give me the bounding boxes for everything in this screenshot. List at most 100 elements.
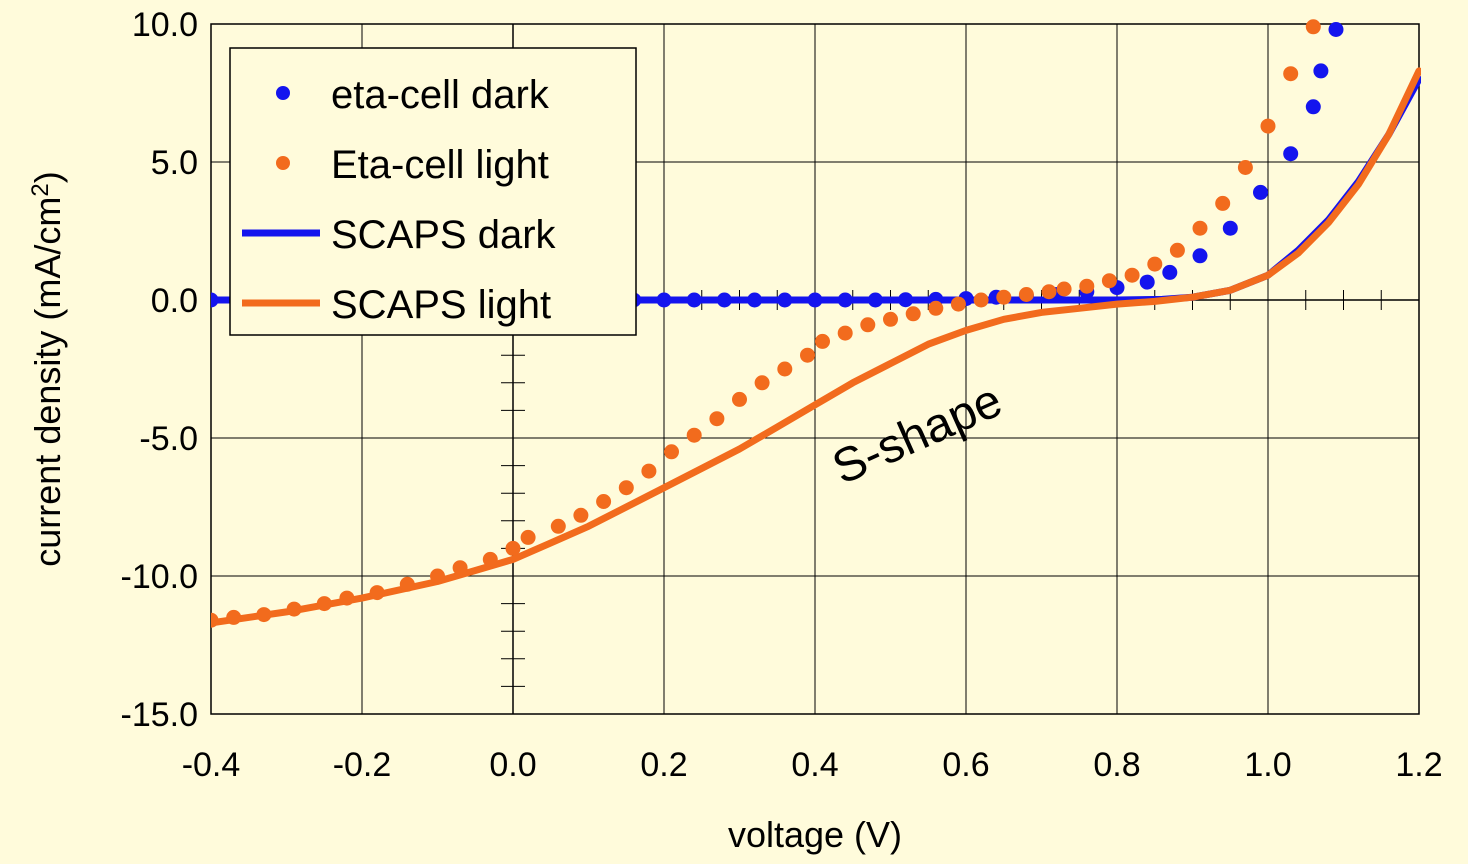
y-axis-title-end: )	[27, 171, 68, 183]
x-tick-label: -0.2	[333, 746, 392, 784]
data-point-eta-cell-light	[709, 411, 725, 427]
x-tick-label: 0.0	[489, 746, 536, 784]
x-tick-label: 0.6	[942, 746, 989, 784]
data-point-eta-cell-light	[520, 529, 536, 545]
data-point-eta-cell-light	[837, 325, 853, 341]
data-point-eta-cell-light	[905, 306, 921, 322]
data-point-eta-cell-dark	[807, 292, 823, 308]
legend-label-scaps-dark: SCAPS dark	[331, 213, 557, 257]
legend-marker-eta-cell-light	[276, 156, 290, 170]
data-point-eta-cell-light	[800, 347, 815, 363]
y-axis-title-main: current density (mA/cm	[27, 197, 68, 567]
series-line-scaps-light	[211, 67, 1421, 627]
data-point-eta-cell-dark	[1313, 63, 1329, 79]
data-point-eta-cell-light	[573, 507, 589, 523]
x-tick-label: -0.4	[182, 746, 241, 784]
data-point-eta-cell-light	[286, 601, 302, 617]
data-point-eta-cell-light	[1147, 256, 1163, 272]
data-point-eta-cell-dark	[777, 292, 793, 308]
legend-box	[229, 47, 637, 336]
data-point-eta-cell-dark	[686, 292, 702, 308]
data-point-eta-cell-light	[996, 289, 1012, 305]
data-point-eta-cell-dark	[837, 292, 853, 308]
data-point-eta-cell-light	[550, 518, 566, 534]
data-point-eta-cell-light	[1283, 66, 1299, 82]
y-axis-title: current density (mA/cm2)	[27, 171, 68, 566]
x-tick-label: 1.0	[1244, 746, 1291, 784]
data-point-eta-cell-dark	[898, 292, 914, 308]
data-point-eta-cell-light	[1079, 278, 1095, 294]
x-tick-label: 0.4	[791, 746, 838, 784]
data-point-eta-cell-light	[686, 427, 702, 443]
data-point-eta-cell-light	[399, 576, 415, 592]
data-point-eta-cell-light	[1056, 281, 1072, 297]
y-tick-label: 10.0	[132, 6, 198, 44]
x-tick-label: 0.2	[640, 746, 687, 784]
data-point-eta-cell-dark	[747, 292, 763, 308]
data-point-eta-cell-light	[1041, 284, 1057, 300]
data-point-eta-cell-light	[1237, 160, 1253, 175]
data-point-eta-cell-dark	[1139, 274, 1155, 290]
data-point-eta-cell-dark	[1283, 146, 1299, 162]
data-point-eta-cell-dark	[656, 292, 672, 308]
data-point-eta-cell-light	[815, 333, 830, 349]
data-point-eta-cell-light	[430, 568, 445, 584]
data-point-eta-cell-light	[1260, 118, 1276, 134]
data-point-eta-cell-light	[928, 300, 944, 316]
y-tick-label: -10.0	[121, 558, 199, 596]
data-point-eta-cell-dark	[211, 292, 219, 308]
data-point-eta-cell-dark	[1253, 184, 1268, 200]
data-point-eta-cell-light	[664, 444, 679, 460]
data-point-eta-cell-light	[369, 585, 385, 601]
data-point-eta-cell-light	[1169, 242, 1185, 258]
y-tick-label: 0.0	[151, 282, 198, 320]
data-point-eta-cell-dark	[867, 292, 883, 308]
data-point-eta-cell-light	[505, 540, 521, 556]
data-point-eta-cell-light	[777, 361, 793, 377]
data-point-eta-cell-light	[256, 607, 272, 623]
x-tick-label: 0.8	[1093, 746, 1140, 784]
data-point-eta-cell-light	[1101, 273, 1117, 289]
y-tick-label: -15.0	[121, 696, 199, 734]
data-point-eta-cell-light	[1018, 287, 1034, 302]
data-point-eta-cell-light	[226, 609, 242, 625]
data-point-eta-cell-light	[883, 311, 898, 327]
axes: -0.4 -0.2 0.0 0.2 0.4 0.6 0.8 1.0 1.2 10.0 5.0 0.0 -…	[121, 6, 1443, 784]
data-point-eta-cell-light	[452, 560, 468, 576]
data-point-eta-cell-dark	[1305, 99, 1321, 115]
data-point-eta-cell-light	[641, 463, 657, 479]
legend-marker-eta-cell-dark	[276, 86, 290, 100]
data-point-eta-cell-light	[1124, 267, 1140, 283]
legend-label-scaps-light: SCAPS light	[331, 283, 551, 327]
data-point-eta-cell-dark	[1192, 248, 1208, 264]
data-point-eta-cell-light	[339, 590, 355, 606]
legend-label-eta-cell-light: Eta-cell light	[331, 143, 549, 187]
data-point-eta-cell-light	[596, 494, 612, 509]
data-point-eta-cell-light	[211, 612, 219, 628]
data-point-eta-cell-light	[950, 296, 966, 312]
legend-label-eta-cell-dark: eta-cell dark	[331, 73, 550, 117]
data-point-eta-cell-light	[754, 375, 770, 391]
data-point-eta-cell-dark	[716, 292, 732, 308]
data-point-eta-cell-light	[316, 596, 332, 612]
data-point-eta-cell-dark	[1222, 220, 1238, 236]
data-point-eta-cell-light	[1305, 19, 1321, 35]
y-axis-title-superscript: 2	[27, 183, 54, 196]
grid	[210, 23, 1420, 715]
data-point-eta-cell-light	[860, 317, 876, 333]
y-tick-label: -5.0	[139, 420, 198, 458]
x-tick-label: 1.2	[1395, 746, 1442, 784]
legend: eta-cell dark Eta-cell light SCAPS dark …	[229, 47, 637, 336]
data-point-eta-cell-dark	[1328, 22, 1344, 37]
data-point-eta-cell-light	[1215, 195, 1231, 211]
data-point-eta-cell-light	[732, 391, 747, 407]
y-tick-label: 5.0	[151, 144, 198, 182]
data-point-eta-cell-light	[482, 551, 498, 567]
x-axis-title: voltage (V)	[728, 814, 902, 855]
data-point-eta-cell-light	[618, 480, 634, 496]
data-point-eta-cell-light	[973, 292, 989, 308]
data-point-eta-cell-light	[1192, 220, 1208, 236]
data-point-eta-cell-dark	[1162, 264, 1178, 280]
